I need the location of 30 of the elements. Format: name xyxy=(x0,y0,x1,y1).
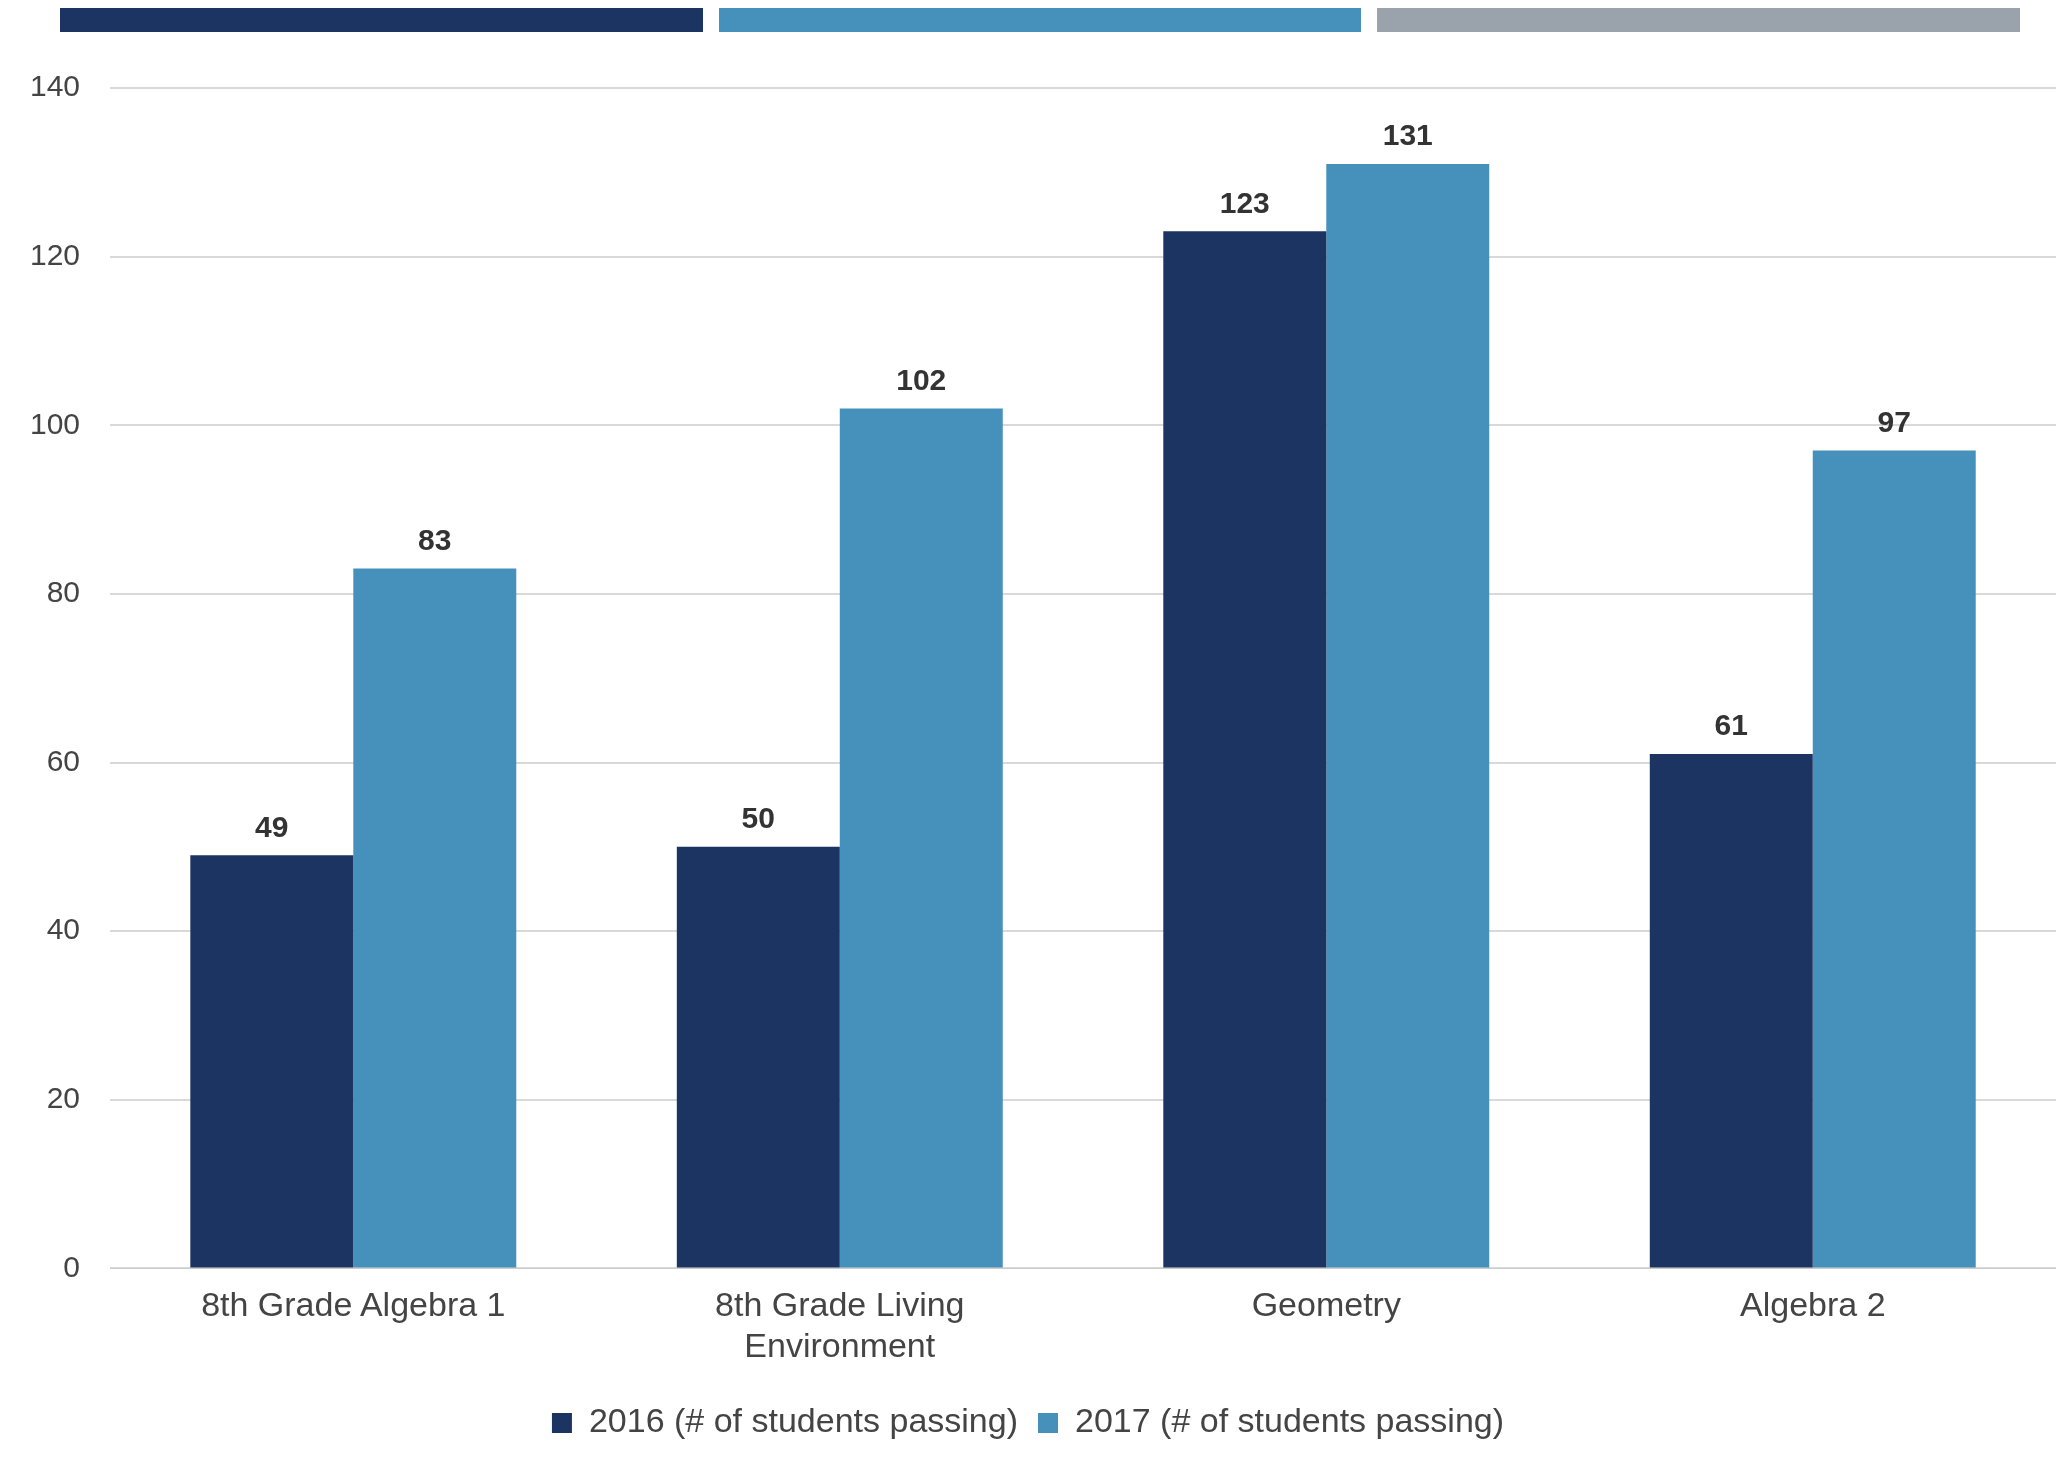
bar xyxy=(676,846,840,1268)
data-label: 97 xyxy=(1877,404,1911,438)
y-tick-label: 40 xyxy=(46,912,81,946)
x-tick-label: 8th Grade Living Environment xyxy=(715,1285,965,1364)
data-label: 123 xyxy=(1219,185,1270,219)
bar xyxy=(839,408,1003,1268)
data-label: 83 xyxy=(418,522,452,556)
bar xyxy=(353,568,517,1268)
y-tick-label: 80 xyxy=(46,575,81,609)
bar xyxy=(1649,754,1813,1268)
data-label: 131 xyxy=(1382,118,1433,152)
x-tick-label: 8th Grade Algebra 1 xyxy=(201,1285,506,1324)
data-label: 61 xyxy=(1714,708,1748,742)
data-label: 50 xyxy=(741,801,775,835)
legend-label: 2017 (# of students passing) xyxy=(1075,1401,1505,1440)
bar xyxy=(1163,231,1327,1268)
y-tick-label: 100 xyxy=(29,406,81,440)
data-label: 49 xyxy=(255,809,289,843)
bar xyxy=(1326,163,1490,1268)
y-tick-label: 120 xyxy=(29,237,81,271)
y-tick-label: 0 xyxy=(63,1249,81,1283)
data-label: 102 xyxy=(896,362,947,396)
x-tick-label: Algebra 2 xyxy=(1739,1285,1886,1324)
y-tick-label: 60 xyxy=(46,743,81,777)
bar xyxy=(190,855,354,1268)
legend-label: 2016 (# of students passing) xyxy=(588,1401,1019,1440)
y-tick-label: 20 xyxy=(46,1081,81,1115)
x-tick-label: Geometry xyxy=(1251,1285,1401,1324)
y-tick-label: 140 xyxy=(29,69,81,103)
bar xyxy=(1812,450,1976,1268)
